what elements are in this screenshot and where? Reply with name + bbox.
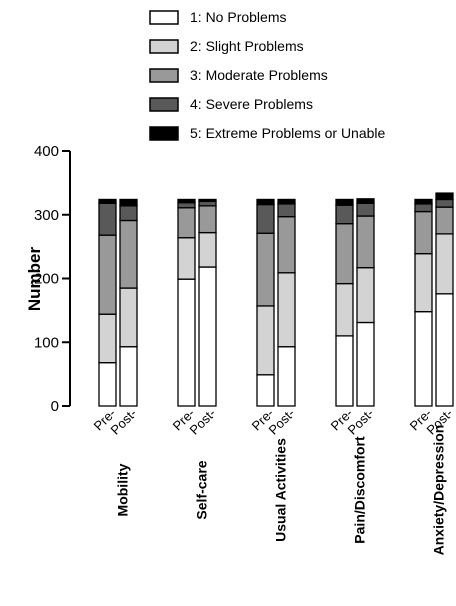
y-tick-label: 200	[34, 271, 59, 288]
bar-segment	[277, 203, 296, 218]
bar-segment	[435, 206, 454, 235]
bar-segment	[198, 198, 217, 203]
bar-segment	[414, 252, 433, 313]
bar-segment	[256, 232, 275, 307]
bar-segment	[335, 282, 354, 337]
bar-segment	[256, 203, 275, 234]
bar-segment	[198, 231, 217, 268]
category-label: Pain/Discomfort	[352, 436, 368, 544]
legend: 1: No Problems 2: Slight Problems 3: Moder…	[149, 9, 386, 141]
legend-swatch	[149, 126, 179, 141]
bar-segment	[98, 198, 117, 204]
legend-swatch	[149, 10, 179, 25]
bar-segment	[256, 305, 275, 376]
bar-segment	[177, 237, 196, 280]
bar-segment	[335, 204, 354, 225]
bar-segment	[414, 203, 433, 213]
y-tick-label: 300	[34, 207, 59, 224]
bar-segment	[198, 266, 217, 407]
bar-segment	[98, 361, 117, 407]
bars	[98, 192, 454, 407]
bar-segment	[356, 267, 375, 324]
bar-segment	[256, 198, 275, 206]
bar-segment	[119, 346, 138, 407]
bar-segment	[435, 233, 454, 295]
bar-segment	[335, 335, 354, 407]
category-label: Usual Activities	[273, 438, 289, 542]
bar-segment	[356, 321, 375, 407]
category-label: Self-care	[194, 460, 210, 519]
x-axis-labels: Pre-Post-MobilityPre-Post-Self-carePre-P…	[91, 406, 456, 556]
category-label: Anxiety/Depression	[431, 425, 447, 556]
bar-segment	[198, 205, 217, 234]
bar-segment	[414, 310, 433, 407]
y-axis-label: Number	[25, 247, 44, 312]
bar-segment	[277, 198, 296, 205]
bar-segment	[414, 198, 433, 205]
bar-segment	[119, 205, 138, 222]
bar-segment	[277, 346, 296, 407]
bar-segment	[98, 313, 117, 364]
legend-label: 1: No Problems	[190, 9, 286, 25]
bar-segment	[198, 200, 217, 207]
bar-segment	[119, 287, 138, 348]
bar-segment	[177, 278, 196, 407]
bar-segment	[414, 210, 433, 255]
bar-segment	[277, 216, 296, 274]
legend-swatch	[149, 39, 179, 54]
bar-segment	[277, 272, 296, 348]
bar-segment	[177, 207, 196, 239]
bar-segment	[435, 192, 454, 201]
legend-label: 3: Moderate Problems	[190, 67, 328, 83]
bar-segment	[435, 198, 454, 208]
bar-segment	[119, 219, 138, 289]
bar-segment	[356, 215, 375, 269]
legend-label: 5: Extreme Problems or Unable	[190, 125, 386, 141]
bar-segment	[335, 223, 354, 285]
y-axis: 0 100 200 300 400	[34, 143, 71, 415]
y-tick-label: 0	[51, 398, 59, 415]
category-label: Mobility	[115, 463, 131, 516]
bar-segment	[177, 201, 196, 209]
bar-segment	[256, 374, 275, 407]
bar-segment	[177, 198, 196, 204]
y-tick-label: 400	[34, 143, 59, 160]
bar-segment	[356, 202, 375, 217]
legend-swatch	[149, 97, 179, 112]
legend-swatch	[149, 68, 179, 83]
bar-segment	[356, 198, 375, 204]
y-tick-label: 100	[34, 334, 59, 351]
bar-segment	[119, 198, 138, 207]
legend-label: 2: Slight Problems	[190, 38, 304, 54]
bar-segment	[335, 198, 354, 206]
bar-segment	[98, 234, 117, 315]
bar-segment	[98, 202, 117, 236]
legend-label: 4: Severe Problems	[190, 96, 313, 112]
bar-segment	[435, 293, 454, 407]
